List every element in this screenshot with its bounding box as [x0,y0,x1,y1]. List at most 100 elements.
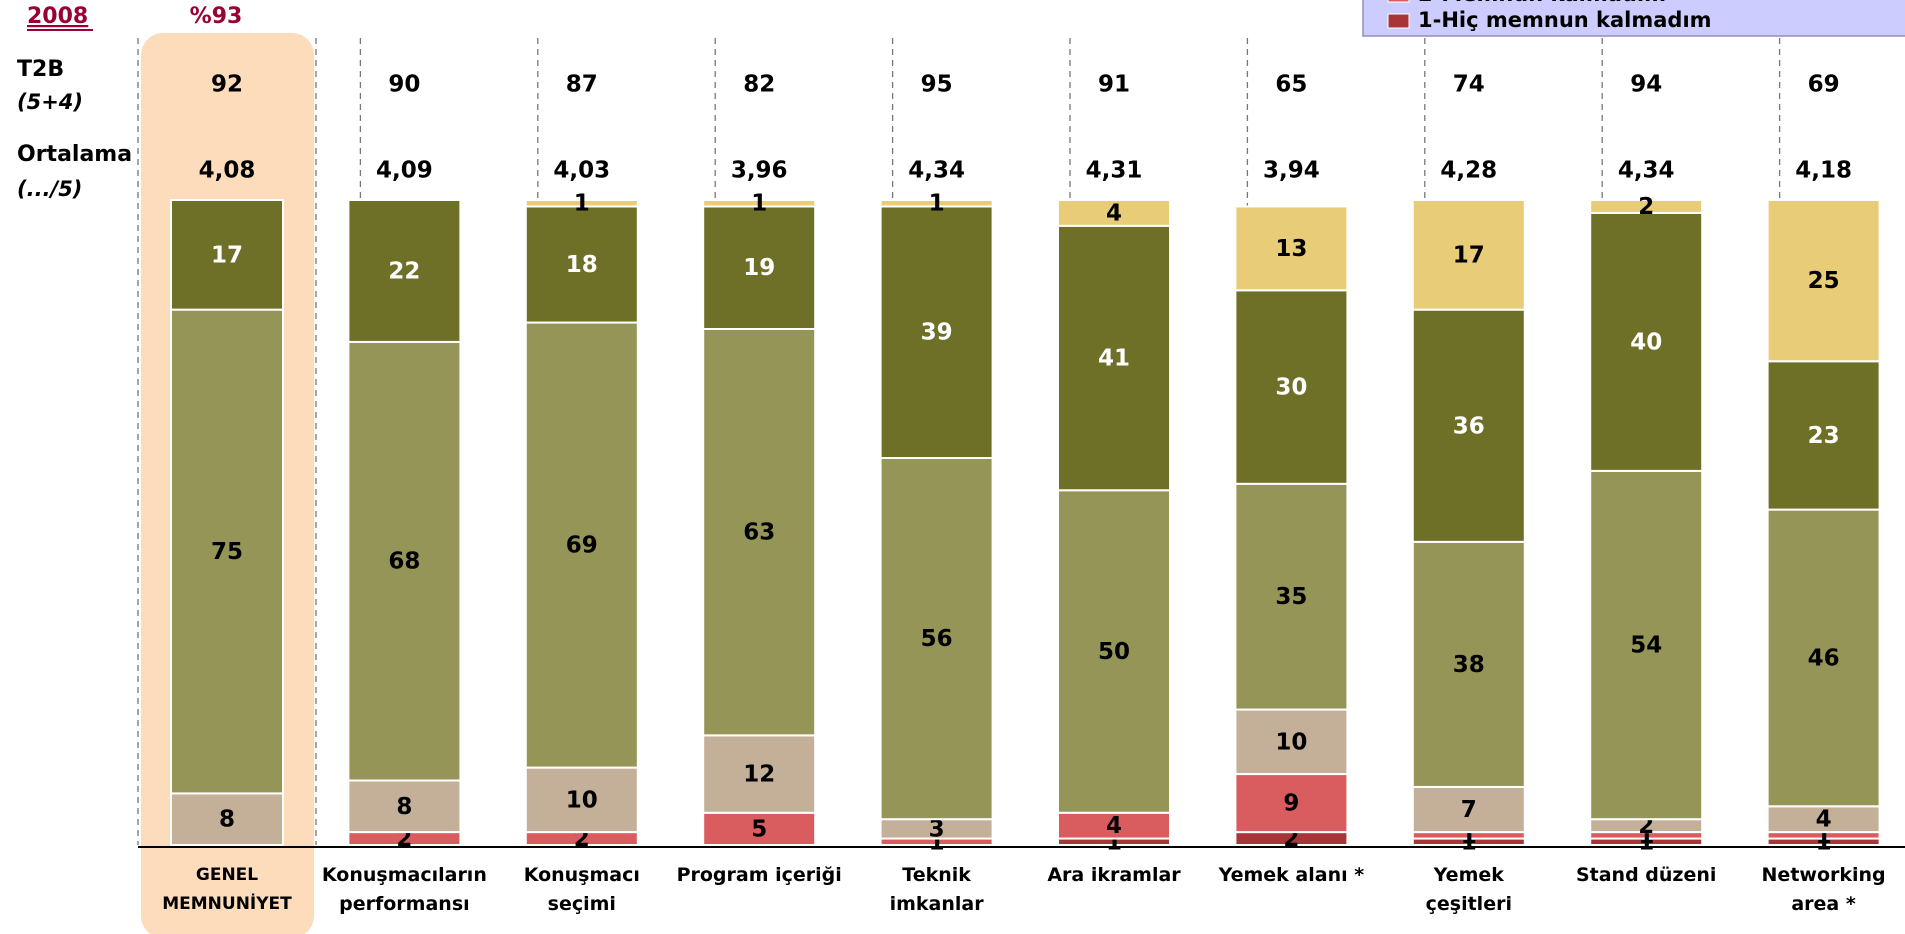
value-label: 9 [1283,791,1299,817]
value-label: 69 [566,533,598,559]
value-label: 8 [219,807,235,833]
bar-segment [1234,205,1349,292]
bar-segment [1766,199,1881,363]
bar-segment [879,457,994,821]
mean-label: 4,18 [1795,158,1852,184]
mean-label: 4,09 [376,158,433,184]
bar-segment [702,734,817,814]
bar-segment [702,199,817,208]
legend-label: 2-Memnun kalmadım [1418,0,1666,6]
bar-segment [879,205,994,459]
x-tick-label: Networking area * [1761,864,1886,915]
value-label: 17 [211,242,243,268]
value-label: 25 [1808,268,1840,294]
t2b-label: 74 [1453,72,1485,98]
bar-segment [347,340,462,782]
value-label: 12 [743,762,775,788]
bar-segment [702,328,817,737]
x-tick-label: Program içeriği [676,864,842,886]
t2b-label: 82 [743,72,775,98]
mean-label: 3,96 [731,158,788,184]
x-tick-label: GENEL MEMNUNİYET [162,865,292,914]
value-label: 41 [1098,346,1130,372]
value-label: 35 [1275,584,1307,610]
bar-segment [1234,289,1349,485]
x-tick-label: Konuşmacı seçimi [523,864,640,915]
value-label: 68 [388,549,420,575]
bar-segment [1234,773,1349,834]
value-label: 10 [566,787,598,813]
value-label: 13 [1275,236,1307,262]
bar-segment [879,199,994,208]
bar-segment [1057,224,1171,492]
value-label: 18 [566,252,598,278]
bar-segment [524,205,639,324]
bar-segment [1589,469,1704,821]
value-label: 1 [751,191,767,217]
bar-segment [170,308,284,795]
legend-label: 1-Hiç memnun kalmadım [1418,8,1712,32]
value-label: 7 [1461,797,1477,823]
value-label: 56 [921,626,953,652]
value-label: 8 [396,794,412,820]
bar-segment [1411,308,1526,543]
bar-segment [1057,199,1171,227]
t2b-note: (5+4) [17,90,83,114]
value-label: 5 [751,816,767,842]
mean-label: 4,28 [1440,158,1497,184]
value-label: 40 [1630,329,1662,355]
mean-label: 4,34 [908,158,965,184]
bar-segment [1589,199,1704,214]
bar-segment [1057,811,1171,840]
mean-note: (.../5) [17,177,82,201]
t2b-label: 90 [388,72,420,98]
mean-label: 4,31 [1086,158,1143,184]
value-label: 3 [929,816,945,842]
value-label: 2 [1638,194,1654,220]
x-tick-label: Konuşmacıların performansı [321,864,487,915]
legend-swatch [1387,0,1410,3]
mean-label: 4,34 [1618,158,1675,184]
bar-segment [702,811,817,846]
year: 2008 [27,4,88,29]
mean-label: 4,03 [553,158,610,184]
x-tick-label: Stand düzeni [1575,864,1717,886]
bar-segment [524,766,639,834]
t2b-label: 92 [211,72,243,98]
value-label: 38 [1453,652,1485,678]
mean-label: 4,08 [199,158,256,184]
x-tick-label: Ara ikramlar [1047,864,1181,886]
bar-segment [347,199,462,343]
t2b-label: 91 [1098,72,1130,98]
value-label: 22 [388,258,420,284]
bar-segment [1766,508,1881,808]
value-label: 10 [1275,729,1307,755]
value-label: 46 [1808,645,1840,671]
t2b-label: 65 [1275,72,1307,98]
bar-segment [1589,211,1704,472]
legend-box [1362,0,1905,37]
bar-segment [1057,489,1171,814]
mean-title: Ortalama [17,142,132,167]
t2b-title: T2B [17,57,64,82]
value-label: 36 [1453,413,1485,439]
bar-segment [1234,482,1349,711]
value-label: 1 [574,191,590,217]
value-label: 54 [1630,633,1662,659]
value-label: 17 [1453,242,1485,268]
value-label: 63 [743,520,775,546]
x-tick-label: Teknik imkanlar [889,864,984,915]
value-label: 19 [743,255,775,281]
legend-swatch [1387,13,1410,29]
value-label: 30 [1275,375,1307,401]
bar-segment [702,205,817,330]
value-label: 4 [1106,200,1122,226]
bar-segment [1411,199,1526,311]
bar-segment [170,792,284,847]
x-tick-label: Yemek çeşitleri [1425,864,1512,915]
value-label: 39 [921,320,953,346]
t2b-label: 95 [921,72,953,98]
value-label: 4 [1106,813,1122,839]
value-label: 4 [1816,807,1832,833]
